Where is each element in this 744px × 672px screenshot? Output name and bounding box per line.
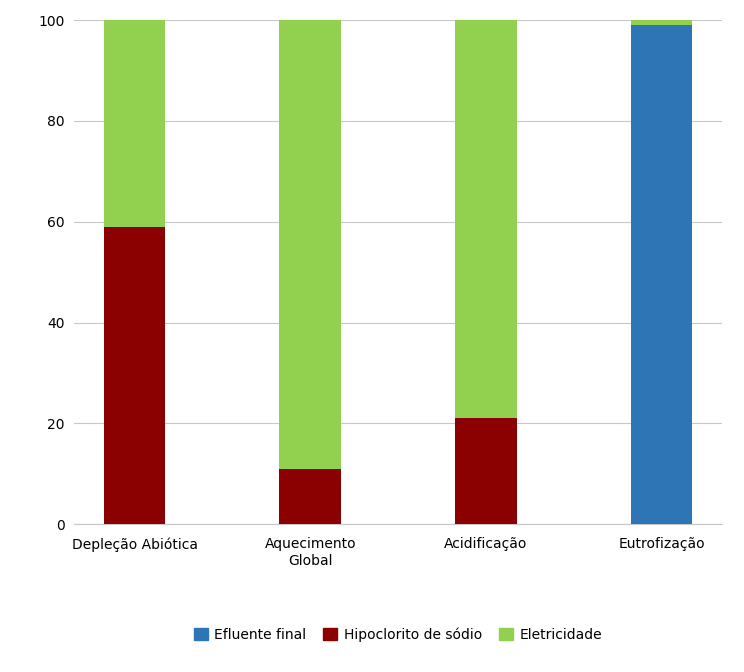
Bar xyxy=(104,20,165,227)
Legend: Efluente final, Hipoclorito de sódio, Eletricidade: Efluente final, Hipoclorito de sódio, El… xyxy=(188,622,608,647)
Bar xyxy=(455,418,516,524)
Bar xyxy=(455,20,516,418)
Bar xyxy=(104,227,165,524)
Bar xyxy=(280,469,341,524)
Bar xyxy=(280,20,341,469)
Bar xyxy=(631,25,692,524)
Bar xyxy=(631,20,692,25)
